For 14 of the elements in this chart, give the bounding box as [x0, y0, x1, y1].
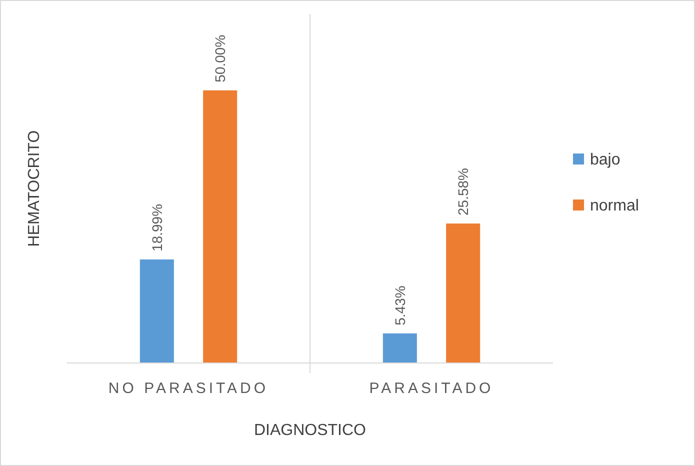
data-label: 5.43%	[392, 286, 408, 326]
data-label: 50.00%	[212, 34, 228, 82]
y-axis-title: HEMATOCRITO	[26, 130, 43, 247]
legend-label: normal	[590, 198, 639, 214]
bar	[140, 259, 174, 363]
x-axis-title: DIAGNOSTICO	[254, 422, 366, 439]
bar	[203, 90, 238, 363]
data-label: 18.99%	[148, 204, 165, 252]
bar	[382, 333, 417, 363]
bar	[446, 224, 480, 363]
x-tick-label: NO PARASITADO	[108, 380, 269, 397]
legend-label: bajo	[590, 152, 620, 168]
x-tick-label: PARASITADO	[369, 380, 494, 397]
data-label: 25.58%	[455, 168, 472, 216]
